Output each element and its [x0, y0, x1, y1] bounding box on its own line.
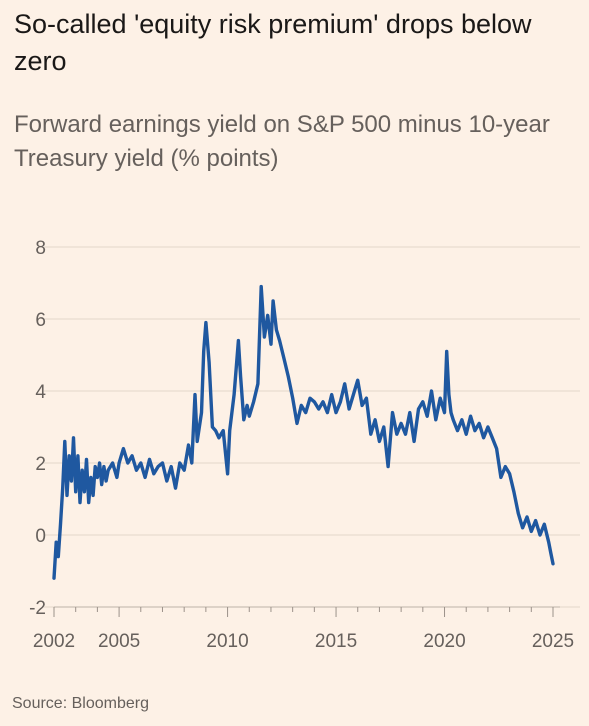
x-tick-label: 2010 — [206, 631, 248, 652]
chart-subtitle: Forward earnings yield on S&P 500 minus … — [14, 111, 550, 172]
x-tick-label: 2025 — [532, 631, 574, 652]
source-note: Source: Bloomberg — [12, 695, 149, 712]
y-tick-label: 0 — [35, 526, 46, 547]
y-tick-label: 8 — [35, 238, 46, 259]
x-tick-label: 2002 — [33, 631, 75, 652]
x-tick-label: 2015 — [315, 631, 357, 652]
y-tick-label: -2 — [29, 598, 46, 619]
x-tick-label: 2005 — [98, 631, 140, 652]
y-tick-label: 4 — [35, 382, 46, 403]
y-tick-label: 6 — [35, 310, 46, 331]
chart-title: So-called 'equity risk premium' drops be… — [14, 9, 532, 76]
series-line — [52, 284, 555, 580]
y-tick-label: 2 — [35, 454, 46, 475]
x-tick-label: 2020 — [423, 631, 465, 652]
